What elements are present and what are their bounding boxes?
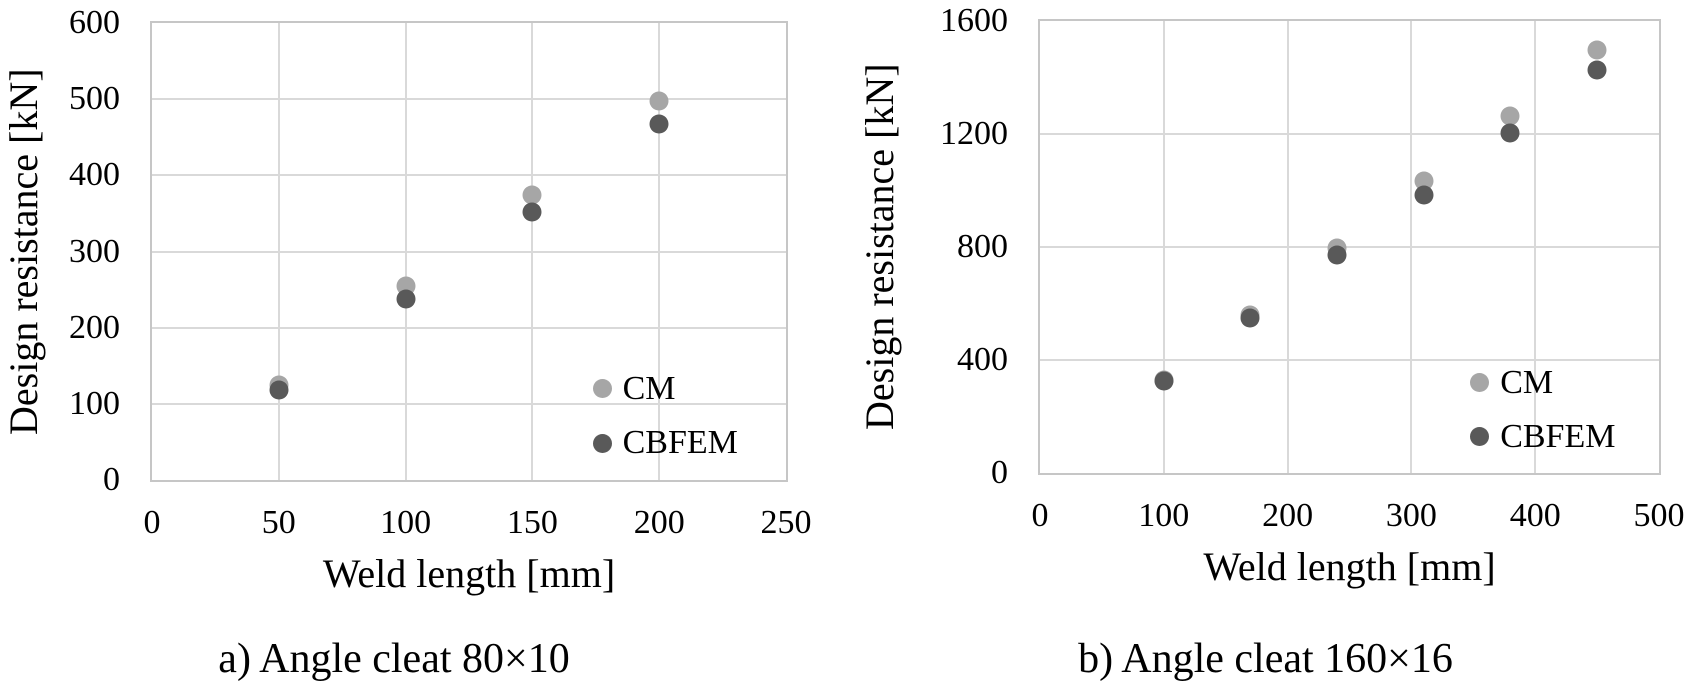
y-tick-label: 400: [69, 156, 120, 194]
data-point-cbfem: [1500, 123, 1520, 143]
y-tick-label: 0: [991, 454, 1008, 491]
horizontal-gridline: [1040, 133, 1659, 135]
x-tick-label: 100: [380, 504, 432, 541]
plot-area: Weld length [mm] 0 50 100 150 200 250 0 100 200 3…: [69, 6, 812, 594]
legend-marker-cm: [592, 379, 612, 399]
x-axis-title: Weld length [mm]: [322, 551, 616, 596]
data-point-cm: [1587, 40, 1607, 60]
x-tick-label: 50: [261, 504, 296, 541]
legend-label: CBFEM: [622, 424, 738, 462]
y-tick-label: 600: [69, 4, 120, 41]
y-tick-label: 0: [103, 461, 120, 498]
x-tick-label: 400: [1509, 497, 1561, 534]
chart-caption: b) Angle cleat 160×16: [1078, 636, 1453, 682]
y-tick-label: 1600: [940, 2, 1008, 39]
plot-area: Weld length [mm] 0 100 200 300 400 500 0 400 800…: [940, 4, 1685, 587]
y-axis-title: Design resistance [kN]: [857, 63, 902, 431]
x-tick-label: 300: [1385, 497, 1437, 534]
horizontal-gridline: [1040, 246, 1659, 248]
legend-marker-cm: [1470, 373, 1490, 393]
y-tick-label: 100: [69, 384, 120, 422]
legend-label: CM: [1500, 363, 1554, 401]
data-point-cm: [649, 91, 669, 111]
x-tick-label: 150: [506, 504, 558, 541]
horizontal-gridline: [1040, 359, 1659, 361]
legend-marker-cbfem: [592, 433, 612, 453]
y-tick-label: 800: [957, 228, 1008, 265]
legend-label: CM: [622, 369, 676, 407]
legend-label: CBFEM: [1500, 417, 1616, 455]
x-tick-label: 250: [760, 504, 812, 541]
legend-marker-cbfem: [1470, 427, 1490, 447]
horizontal-gridline: [152, 326, 786, 329]
chart-caption: a) Angle cleat 80×10: [218, 636, 570, 682]
data-point-cm: [522, 185, 542, 205]
data-point-cbfem: [1587, 60, 1607, 80]
data-point-cbfem: [649, 114, 669, 134]
data-point-cbfem: [1414, 185, 1434, 205]
data-point-cbfem: [1154, 371, 1174, 391]
data-point-cm: [1414, 171, 1434, 191]
data-point-cbfem: [1327, 245, 1347, 265]
y-tick-label: 300: [69, 232, 120, 270]
x-tick-label: 100: [1138, 497, 1190, 534]
legend-item-cm: CM: [1470, 363, 1554, 401]
x-tick-label: 500: [1633, 497, 1685, 534]
legend-item-cbfem: CBFEM: [1470, 417, 1616, 455]
y-tick-label: 500: [69, 80, 120, 118]
horizontal-gridline: [152, 98, 786, 101]
horizontal-gridline: [152, 174, 786, 177]
horizontal-gridline: [152, 402, 786, 405]
y-tick-label: 400: [957, 341, 1008, 378]
x-tick-label: 200: [633, 504, 685, 541]
legend-item-cm: CM: [592, 369, 676, 407]
horizontal-gridline: [152, 250, 786, 253]
data-point-cm: [1500, 106, 1520, 126]
x-tick-label: 0: [143, 504, 161, 541]
y-tick-label: 200: [69, 308, 120, 346]
data-point-cbfem: [269, 380, 289, 400]
data-point-cbfem: [1240, 308, 1260, 328]
data-point-cbfem: [396, 289, 416, 309]
y-tick-label: 1200: [940, 115, 1008, 152]
data-point-cbfem: [522, 202, 542, 222]
x-tick-label: 0: [1031, 497, 1049, 534]
legend-item-cbfem: CBFEM: [592, 424, 738, 462]
x-axis-title: Weld length [mm]: [1203, 544, 1496, 589]
x-tick-label: 200: [1262, 497, 1314, 534]
